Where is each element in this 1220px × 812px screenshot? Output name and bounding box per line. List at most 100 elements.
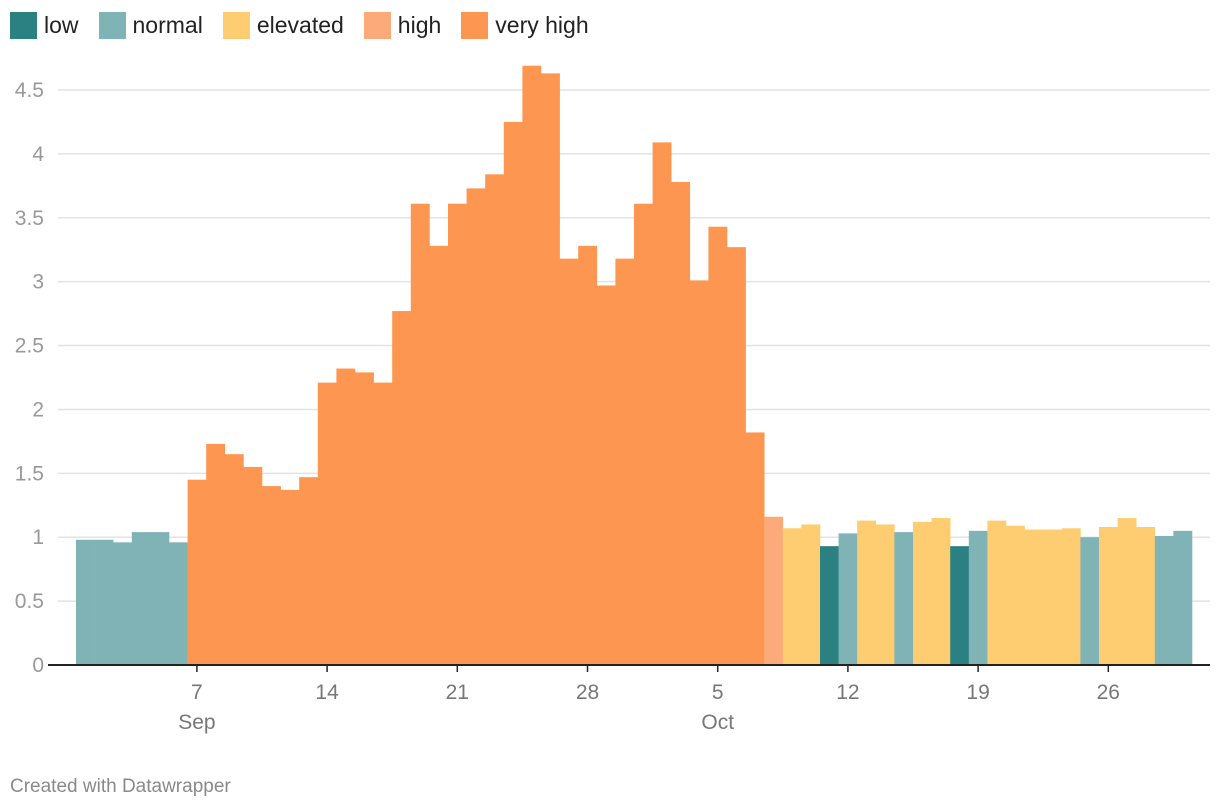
x-tick-label: 26 [1097,681,1120,704]
bar-day-46 [913,521,932,665]
legend-label: elevated [256,12,344,38]
bar-day-1 [76,539,95,665]
bar-day-11 [262,486,281,665]
legend-label: low [44,12,79,38]
bar-day-27 [559,258,579,665]
x-tick-label: 21 [446,681,469,704]
bar-day-8 [206,443,226,665]
bar-day-30 [615,258,635,665]
y-tick-label: 0 [32,654,44,677]
bar-day-3 [113,542,133,665]
y-axis-ticks: 0 0.5 1 1.5 2 2.5 3 3.5 4 4.5 [15,79,45,677]
y-tick-label: 1.5 [15,462,44,485]
bar-day-5 [150,532,170,665]
bar-day-60 [1173,530,1193,665]
bar-day-20 [429,245,449,665]
bar-day-31 [634,203,653,665]
bar-day-28 [578,245,598,665]
legend-item-normal: normal [98,12,203,39]
legend-item-very-high: very high [461,12,589,39]
bar-day-56 [1099,527,1118,665]
legend-label: high [397,12,442,38]
legend-swatch [98,12,126,39]
bar-day-59 [1154,535,1174,665]
bar-day-47 [931,518,951,665]
bar-day-24 [503,121,523,665]
x-month-label: Sep [178,711,215,734]
bar-day-12 [280,489,300,665]
y-tick-label: 2 [32,398,44,421]
bar-day-55 [1080,537,1100,665]
x-tick-label: 14 [315,681,339,704]
x-tick-label: 19 [966,681,989,704]
bar-day-33 [671,182,691,665]
bar-day-42 [838,533,858,665]
bar-day-9 [224,454,244,665]
bar-day-23 [485,174,505,666]
bar-day-36 [727,247,746,665]
y-tick-label: 4.5 [15,79,44,102]
bar-day-25 [522,65,542,665]
y-tick-label: 2.5 [15,335,44,358]
bar-day-13 [299,477,319,665]
legend-item-high: high [363,12,442,39]
x-axis-ticks: 7 Sep 14 21 28 5 Oct 12 19 26 [178,665,1120,734]
bar-day-22 [466,188,486,665]
x-tick-label: 12 [836,681,859,704]
legend-swatch [363,12,391,39]
y-tick-label: 0.5 [15,590,44,613]
bar-day-50 [987,520,1007,665]
bar-day-7 [187,479,207,665]
bar-day-44 [875,524,895,665]
bar-day-57 [1117,518,1137,665]
bar-day-32 [652,142,672,665]
bar-day-51 [1006,525,1025,665]
bar-day-41 [820,546,839,665]
bar-day-14 [317,382,337,665]
legend: low normal elevated high very high [10,12,609,39]
x-tick-label: 5 [712,681,724,704]
bar-day-18 [392,311,412,665]
bar-day-29 [596,285,616,665]
bar-day-10 [243,466,263,665]
bar-day-34 [689,280,709,665]
bar-day-35 [708,226,728,665]
legend-swatch [222,12,250,39]
bar-day-49 [968,530,988,665]
y-tick-label: 1 [32,526,44,549]
bar-day-53 [1043,529,1063,665]
bar-day-43 [857,520,877,665]
bar-day-45 [894,532,914,665]
bar-day-17 [373,382,393,665]
bar-day-19 [410,203,430,665]
legend-item-low: low [10,12,79,39]
bar-day-37 [745,432,765,665]
bar-day-21 [448,203,467,665]
bar-day-48 [950,546,970,665]
y-tick-label: 3 [32,271,44,294]
bar-day-2 [94,539,114,665]
bar-day-52 [1024,529,1044,665]
bar-day-4 [131,532,151,665]
bar-day-38 [764,516,784,665]
legend-item-elevated: elevated [222,12,344,39]
x-tick-label: 28 [576,681,599,704]
credit-text: Created with Datawrapper [10,776,231,797]
legend-swatch [461,12,489,39]
y-tick-label: 3.5 [15,207,44,230]
legend-label: very high [495,12,589,38]
y-tick-label: 4 [32,143,44,166]
bar-day-6 [169,542,188,665]
x-tick-label: 7 [191,681,203,704]
legend-swatch [10,12,37,39]
bars [76,65,1193,666]
x-month-label: Oct [701,711,734,734]
bar-day-54 [1061,528,1081,665]
bar-day-26 [541,73,560,665]
legend-label: normal [132,12,203,38]
bar-day-39 [782,528,802,665]
bar-day-40 [801,524,821,665]
bar-day-58 [1136,527,1156,665]
bar-day-16 [355,372,374,665]
